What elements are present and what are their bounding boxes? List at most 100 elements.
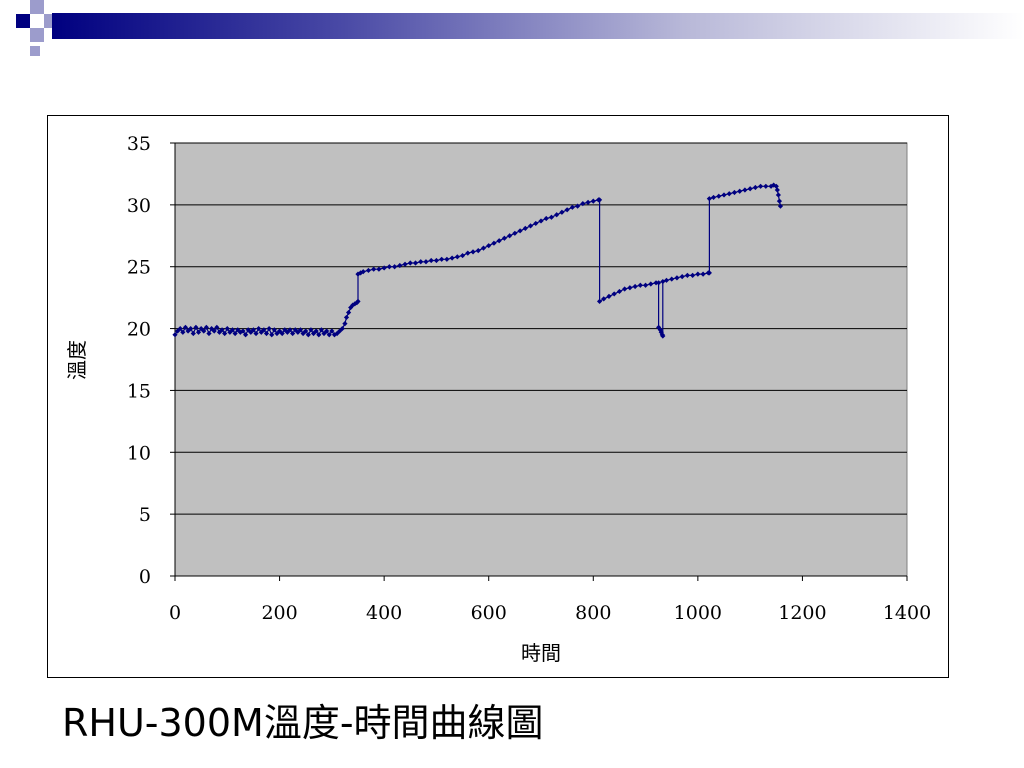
data-point [326,332,332,338]
data-point [601,296,607,302]
data-point [533,220,539,227]
data-point [684,272,690,278]
data-point [240,328,246,334]
data-point [742,187,748,193]
data-point [596,197,603,203]
data-point [470,249,476,255]
data-point [706,196,712,202]
data-point [763,183,769,189]
data-point [543,215,549,222]
data-point [501,235,507,241]
header-gradient-band [52,13,1024,39]
y-tick-label: 25 [127,257,151,279]
data-point [559,209,565,215]
data-point [475,248,481,254]
data-point [517,228,523,234]
data-point [449,255,455,261]
data-point [201,328,207,334]
data-point [491,240,497,246]
data-point [172,332,178,338]
data-point [527,223,534,229]
data-point [465,250,471,256]
data-point [193,324,199,330]
data-point [222,330,228,337]
data-point [439,256,445,262]
x-tick-label: 1000 [674,602,722,624]
data-point [564,207,570,213]
data-point [188,325,194,332]
data-point [287,327,293,333]
data-point [318,327,324,333]
data-point [214,324,220,330]
data-point [656,280,662,286]
data-point [237,329,243,335]
data-point [660,333,666,339]
logo-square-dark [16,14,30,28]
data-point [284,329,291,335]
data-point [324,328,330,334]
data-point [758,183,764,189]
data-point [263,330,270,337]
x-tick-label: 1400 [883,602,931,624]
y-axis-label: 溫度 [65,340,89,380]
data-point [775,192,781,198]
x-tick-label: 600 [471,602,507,624]
data-point [190,330,196,337]
data-point [752,184,758,191]
data-point [737,188,743,194]
data-point [345,309,352,316]
data-point [219,327,225,333]
y-tick-label: 30 [127,195,151,217]
data-point [776,198,783,204]
plot-area [174,142,908,577]
data-point [616,288,623,295]
y-tick-label: 35 [127,133,151,155]
data-point [300,330,306,337]
data-point [402,261,408,267]
data-point [590,198,596,204]
data-point [679,274,685,280]
data-point [371,266,377,272]
data-point [206,330,212,337]
data-point [261,327,267,333]
data-point [444,256,450,262]
data-point [428,257,434,264]
data-point [554,212,560,218]
y-tick-label: 15 [127,380,151,402]
data-point [235,327,241,333]
data-point [507,233,513,239]
data-point [596,298,603,304]
data-point [266,325,272,332]
data-point [297,327,304,333]
data-point [397,262,403,269]
data-point [203,324,209,330]
data-point [695,271,701,277]
data-point [569,204,575,210]
data-point [774,187,780,193]
data-point [232,330,238,337]
data-point [433,257,440,264]
data-point [392,264,398,270]
data-point [227,329,233,335]
data-point [522,225,528,231]
data-point [256,325,262,332]
x-tick-label: 1200 [778,602,826,624]
x-tick-label: 400 [366,602,402,624]
data-point [777,203,784,209]
data-point [376,266,382,272]
data-point [480,245,487,251]
slide-title: RHU-300M溫度-時間曲線圖 [62,701,544,745]
data-point [386,264,392,270]
data-point [690,272,696,278]
data-point [355,298,361,304]
data-point [700,271,706,277]
data-point [295,329,301,335]
data-point [290,330,296,337]
data-point [653,280,659,286]
data-point [747,186,753,192]
data-point [716,193,722,199]
data-point [512,230,518,236]
data-point [282,327,288,333]
logo-square-light [30,46,40,56]
